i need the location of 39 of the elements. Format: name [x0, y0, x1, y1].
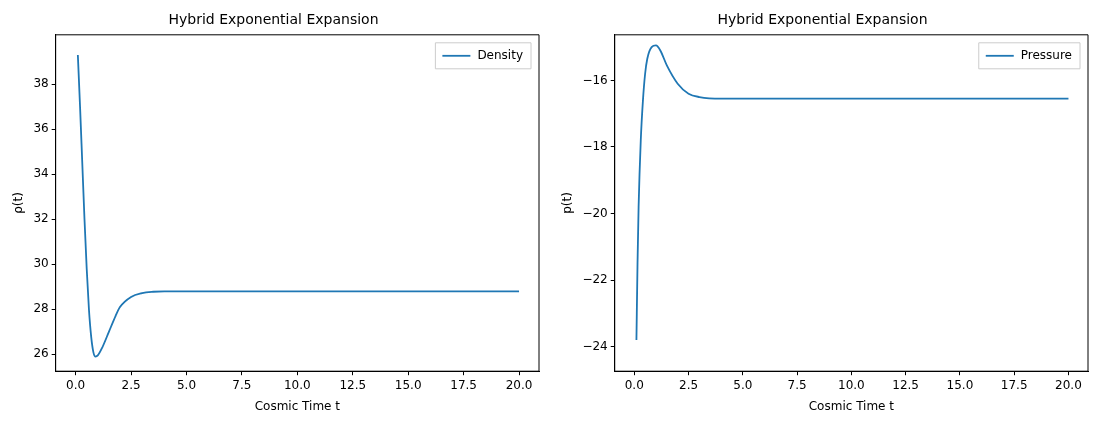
y-tick-label: −20 — [582, 205, 608, 220]
y-axis-title: ρ(t) — [11, 192, 26, 214]
chart-title: Hybrid Exponential Expansion — [717, 11, 928, 28]
x-tick-label: 17.5 — [1000, 377, 1028, 392]
x-tick-label: 5.0 — [176, 377, 197, 392]
x-tick-label: 15.0 — [394, 377, 422, 392]
y-tick-label: 36 — [33, 121, 49, 136]
x-tick-label: 10.0 — [283, 377, 311, 392]
x-tick-label: 2.5 — [121, 377, 141, 392]
x-tick-label: 17.5 — [450, 377, 477, 392]
x-tick-label: 0.0 — [66, 377, 86, 392]
x-tick-label: 7.5 — [232, 377, 252, 392]
y-tick-label: −24 — [582, 338, 608, 353]
x-axis-title: Cosmic Time t — [808, 398, 895, 413]
x-tick-label: 5.0 — [733, 377, 753, 392]
x-tick-label: 20.0 — [505, 377, 533, 392]
x-tick-label: 12.5 — [339, 377, 367, 392]
x-tick-label: 0.0 — [624, 377, 644, 392]
y-tick-label: −16 — [582, 72, 608, 87]
y-tick-label: 32 — [33, 211, 49, 226]
y-tick-label: 30 — [33, 256, 49, 271]
y-tick-label: −18 — [582, 139, 608, 154]
x-tick-label: 12.5 — [892, 377, 919, 392]
x-tick-label: 20.0 — [1055, 377, 1082, 392]
legend-label: Density — [477, 47, 523, 62]
x-tick-label: 7.5 — [787, 377, 807, 392]
x-axis-title: Cosmic Time t — [254, 398, 341, 413]
y-tick-label: 38 — [33, 76, 49, 91]
y-tick-label: 26 — [33, 346, 49, 361]
y-tick-label: −22 — [582, 272, 608, 287]
y-axis-title: p(t) — [560, 192, 575, 214]
y-tick-label: 34 — [33, 166, 49, 181]
y-tick-label: 28 — [33, 301, 49, 316]
x-tick-label: 2.5 — [678, 377, 699, 392]
chart-title: Hybrid Exponential Expansion — [168, 11, 379, 28]
x-tick-label: 15.0 — [946, 377, 974, 392]
legend-label: Pressure — [1020, 47, 1073, 62]
line-series — [635, 44, 1070, 341]
x-tick-label: 10.0 — [838, 377, 865, 392]
